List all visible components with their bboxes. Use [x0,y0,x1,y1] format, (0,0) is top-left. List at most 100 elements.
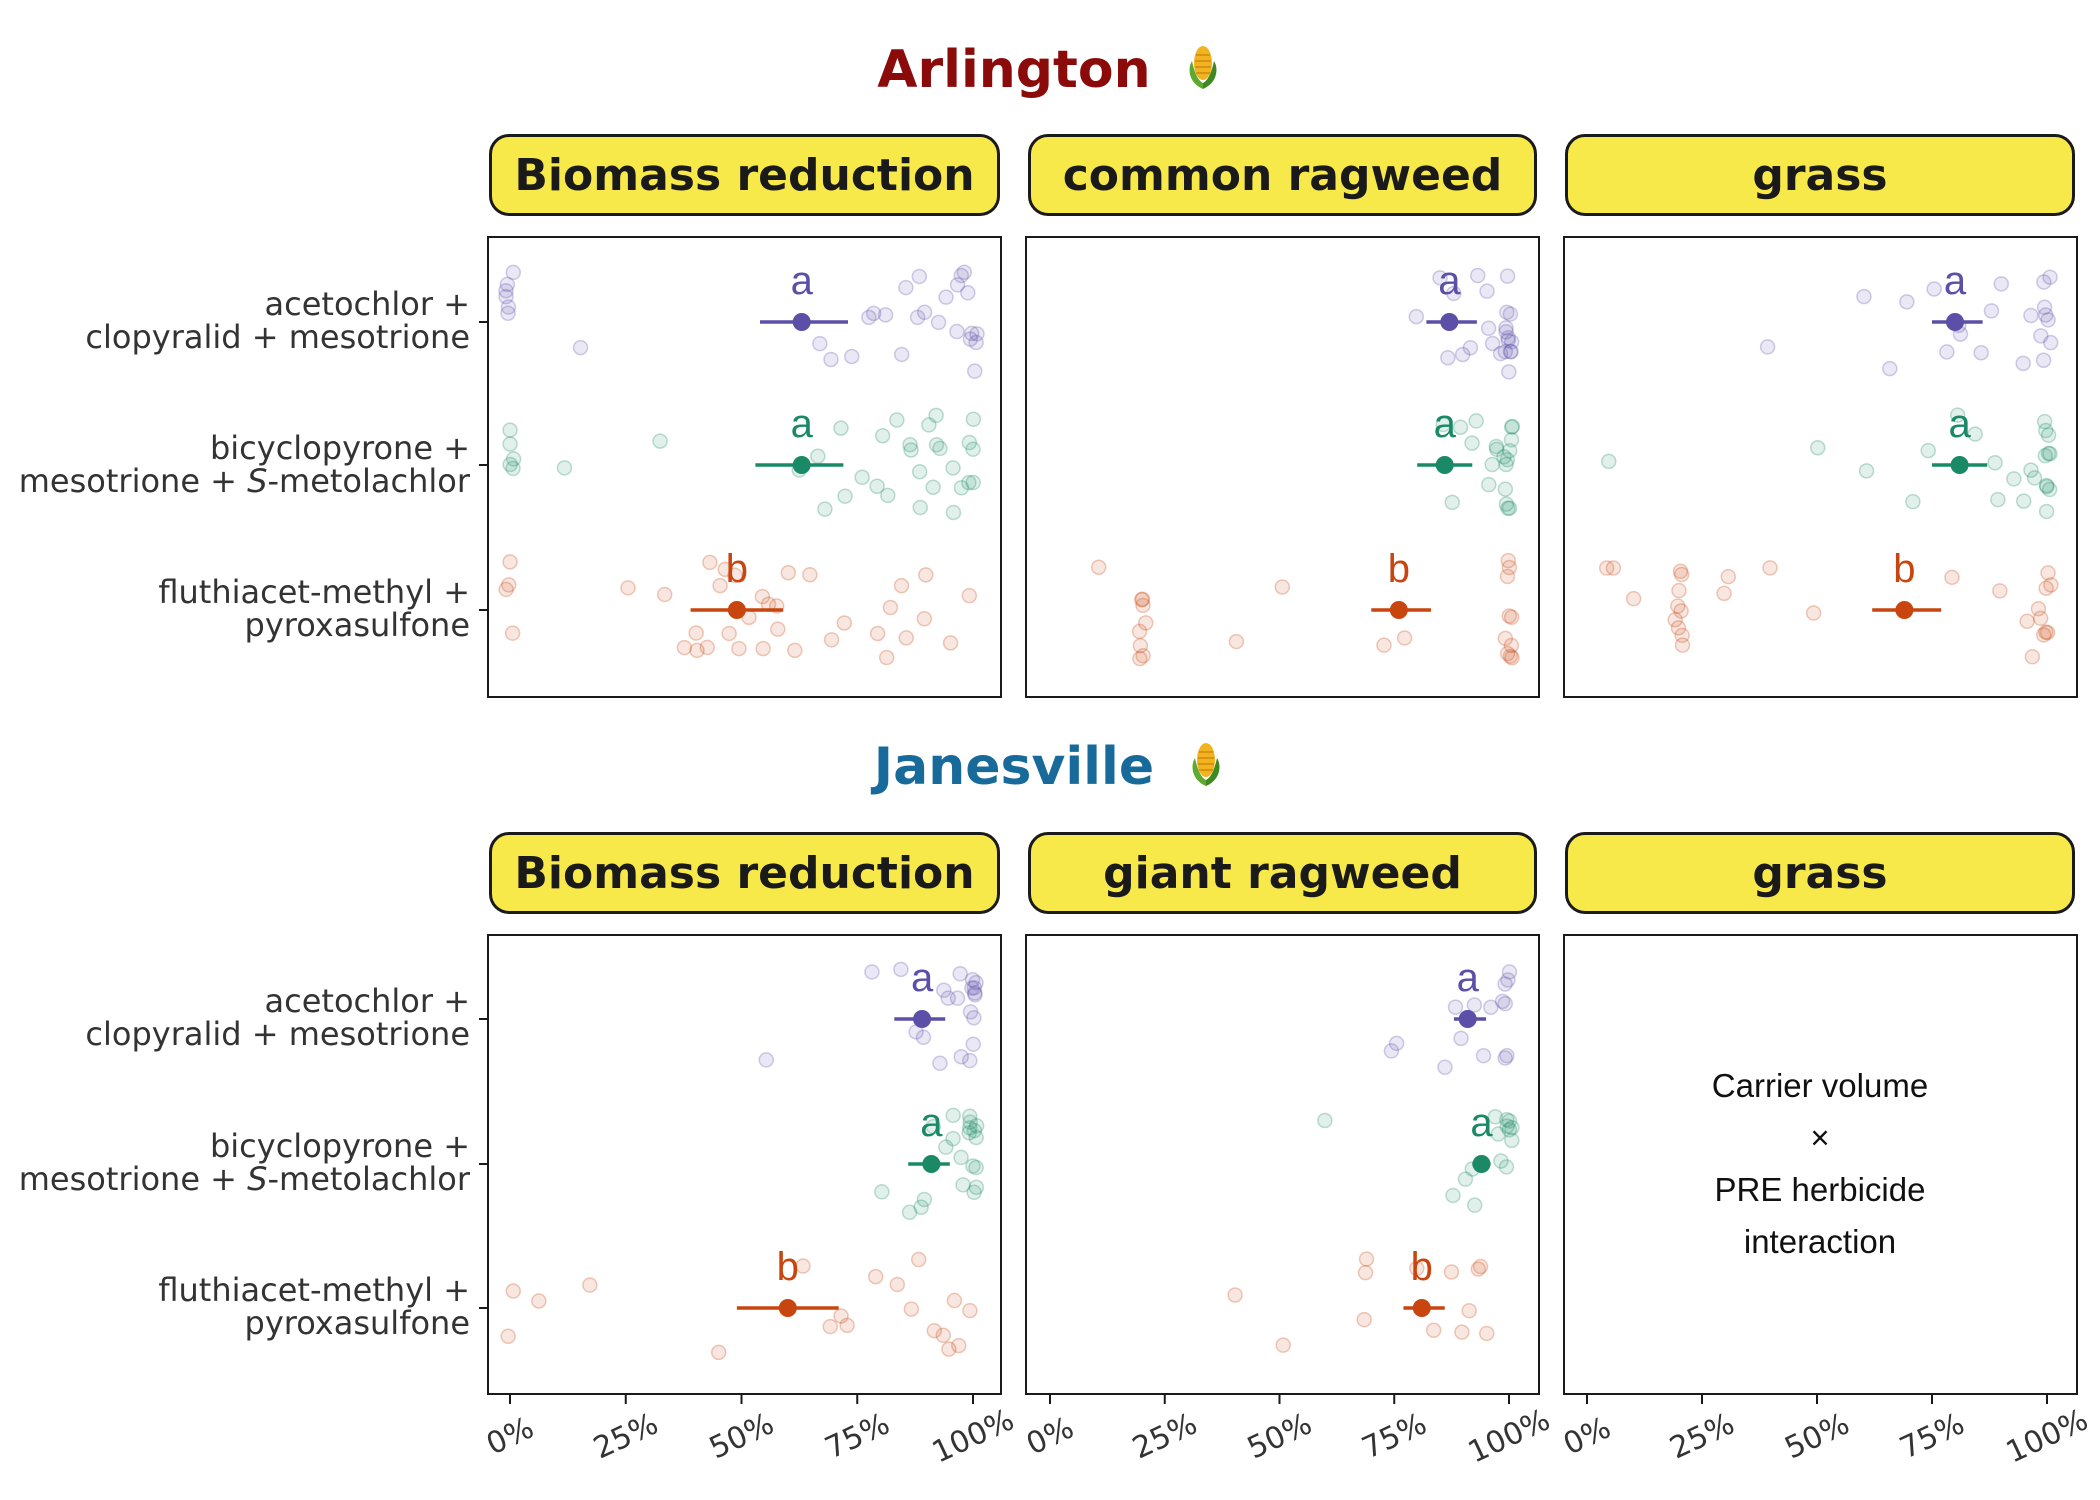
observation-point [867,1268,884,1285]
observation-point [1973,345,1989,361]
x-tick-label: 25% [588,1407,663,1467]
observation-point [898,630,914,646]
observation-point [1493,1153,1509,1169]
observation-point [2042,445,2058,462]
x-tick-label: 75% [1895,1407,1970,1467]
significance-letter: a [1948,402,1971,446]
observation-point [1500,329,1517,346]
observation-point [918,567,934,583]
observation-point [1502,343,1519,360]
observation-point [2015,355,2031,372]
y-tick-label: bicyclopyrone + mesotrione + S-metolachl… [18,1127,470,1198]
observation-point [1858,463,1875,479]
observation-point [582,1277,598,1293]
observation-point [930,314,947,331]
observation-point [1967,426,1983,442]
observation-point [2040,565,2056,581]
observation-point [1504,418,1521,435]
observation-point [965,1036,981,1052]
observation-point [1501,442,1518,459]
observation-point [1470,1261,1487,1277]
observation-point [2037,307,2054,323]
x-tick-label: 50% [1780,1407,1855,1467]
observation-point [865,305,882,322]
mean-point [727,601,746,619]
observation-point [1805,605,1822,621]
significance-letter: a [1457,956,1480,1000]
observation-point [1499,268,1516,284]
observation-point [502,554,518,570]
y-tick-label: fluthiacet-methyl + pyroxasulfone [158,573,470,644]
observation-point [1670,620,1687,636]
y-tick-label: acetochlor + clopyralid + mesotrione [85,285,470,356]
observation-point [928,407,944,424]
observation-point [1376,637,1392,653]
y-tick-label: bicyclopyrone + mesotrione + S-metolachl… [18,429,470,500]
observation-point [1497,976,1513,992]
observation-point [955,1177,971,1193]
observation-point [1447,999,1464,1015]
observation-point [901,1204,918,1221]
observation-point [880,487,896,504]
observation-point [1425,1322,1442,1338]
observation-point [500,305,516,321]
observation-point [962,331,979,347]
observation-point [1488,438,1505,455]
significance-letter: b [777,1245,799,1289]
observation-point [1470,267,1486,284]
observation-point [964,980,980,996]
observation-point [902,436,918,453]
observation-point [2038,580,2054,596]
observation-point [755,640,771,657]
observation-point [965,474,981,491]
observation-point [758,1052,774,1068]
observation-point [1383,1043,1400,1059]
observation-point [502,422,518,438]
observation-point [1317,1112,1333,1129]
observation-point [727,567,743,584]
observation-point [1667,612,1683,628]
observation-point [1134,591,1151,608]
observation-point [2038,422,2054,439]
observation-point [966,985,983,1001]
observation-point [572,339,589,356]
observation-point [1445,1187,1461,1204]
observation-point [966,980,983,996]
interaction-note: Carrier volume × PRE herbicide interacti… [1711,1067,1929,1260]
observation-point [916,304,933,321]
observation-point [810,448,826,464]
observation-point [1446,285,1462,302]
observation-point [1396,630,1413,646]
observation-point [949,277,966,293]
observation-point [1905,493,1921,510]
observation-point [2040,427,2057,443]
observation-point [717,561,733,578]
x-tick-label: 25% [1665,1407,1740,1467]
panel-frame [1025,934,1540,1395]
observation-point [1762,560,1778,576]
observation-point [1457,1171,1474,1187]
significance-letter: a [791,259,814,303]
observation-point [1484,335,1501,352]
observation-point [911,268,928,285]
observation-point [953,1149,969,1166]
observation-point [1498,1159,1515,1175]
observation-point [1501,364,1517,380]
observation-point [1444,494,1460,511]
observation-point [2040,445,2057,462]
observation-point [833,1308,849,1324]
observation-point [966,1184,982,1201]
observation-point [822,1318,839,1335]
observation-point [1504,650,1520,666]
observation-point [1453,1030,1469,1047]
observation-point [2036,274,2052,290]
observation-point [1437,1059,1453,1076]
observation-point [963,325,980,342]
observation-point [1500,552,1517,569]
observation-point [1625,590,1642,607]
observation-point [1501,608,1517,624]
observation-point [874,427,891,444]
observation-point [1090,559,1107,575]
observation-point [1674,627,1690,644]
observation-point [688,625,704,641]
